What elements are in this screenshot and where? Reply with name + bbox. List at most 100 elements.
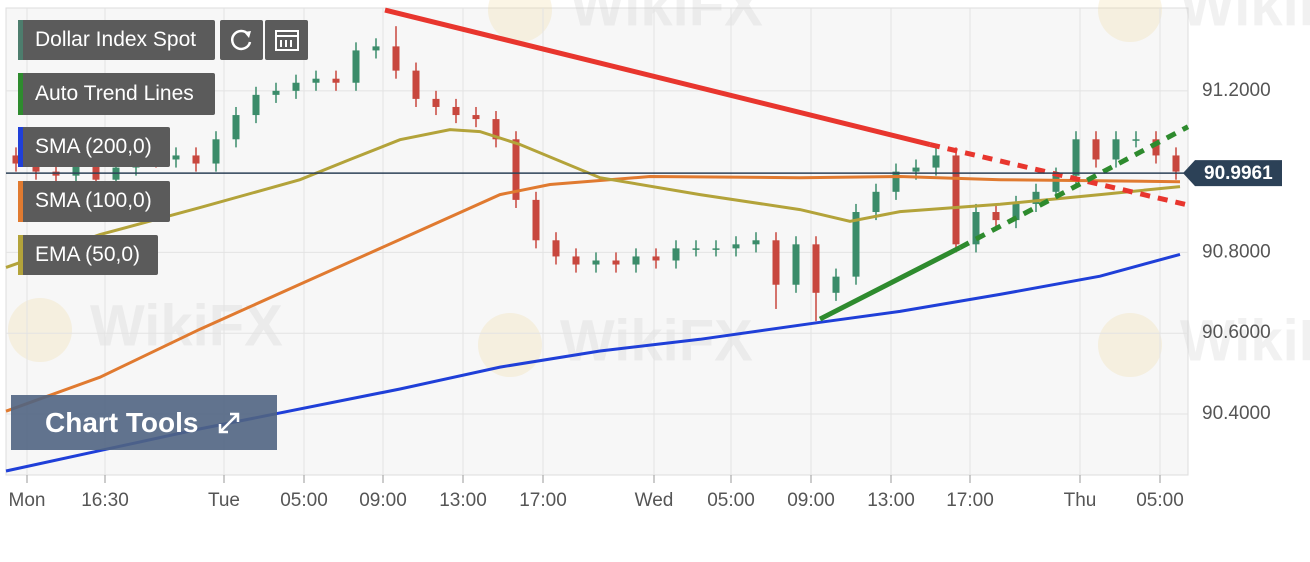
- candle-body: [892, 171, 900, 192]
- x-tick-label: 09:00: [787, 490, 835, 511]
- candle-body: [1152, 139, 1160, 156]
- candle-body: [372, 46, 380, 51]
- candle-body: [832, 276, 840, 293]
- candle-body: [672, 248, 680, 261]
- refresh-icon: [230, 29, 252, 51]
- color-bar: [18, 181, 23, 222]
- candle-body: [212, 139, 220, 164]
- calendar-button[interactable]: [265, 20, 308, 60]
- x-tick-label: Mon: [9, 490, 46, 511]
- color-bar: [18, 20, 23, 60]
- candle-body: [312, 78, 320, 83]
- candle-body: [932, 155, 940, 168]
- watermark: WikiFX: [90, 293, 283, 358]
- candle-body: [952, 155, 960, 245]
- candle-body: [992, 212, 1000, 221]
- trend-line: [818, 245, 962, 322]
- price-label: 90.9961: [1204, 163, 1273, 184]
- candle-body: [772, 240, 780, 285]
- x-tick-label: 05:00: [280, 490, 328, 511]
- candle-body: [612, 260, 620, 265]
- candle-body: [1052, 175, 1060, 192]
- trend-line: [929, 142, 1186, 207]
- candle-body: [1172, 155, 1180, 172]
- color-bar: [18, 235, 23, 275]
- candle-body: [632, 256, 640, 265]
- x-tick-label: 17:00: [946, 490, 994, 511]
- candle-body: [1112, 139, 1120, 160]
- trend-lines-label: Auto Trend Lines: [35, 82, 194, 105]
- candle-body: [1132, 139, 1140, 141]
- ma-line: [5, 174, 1181, 413]
- legend-button[interactable]: SMA (200,0): [18, 127, 170, 167]
- watermark: WikiFX: [1180, 308, 1310, 373]
- watermark-logo: [1098, 0, 1162, 42]
- candle-body: [32, 163, 40, 172]
- watermark-logo: [1098, 313, 1162, 377]
- ma-line: [5, 252, 1181, 473]
- trend-lines-button[interactable]: Auto Trend Lines: [18, 73, 215, 115]
- candle-body: [732, 244, 740, 249]
- candle-body: [92, 163, 100, 180]
- expand-icon: [218, 412, 240, 434]
- candle-body: [352, 50, 360, 83]
- candle-body: [292, 82, 300, 91]
- candle-body: [972, 212, 980, 245]
- candle-body: [272, 90, 280, 95]
- candle-body: [232, 115, 240, 140]
- refresh-button[interactable]: [220, 20, 263, 60]
- candle-body: [252, 94, 260, 116]
- candle-body: [412, 70, 420, 99]
- legend-button[interactable]: EMA (50,0): [18, 235, 158, 275]
- x-tick-label: 16:30: [81, 490, 129, 511]
- legend-label: SMA (200,0): [35, 135, 152, 158]
- candle-body: [332, 78, 340, 83]
- candle-body: [392, 46, 400, 71]
- x-tick-label: Tue: [208, 490, 240, 511]
- candle-body: [452, 106, 460, 116]
- candle-body: [472, 115, 480, 120]
- candle-body: [432, 98, 440, 107]
- chart-tools-button[interactable]: Chart Tools: [11, 395, 277, 450]
- candle-body: [172, 155, 180, 160]
- price-tag: [1183, 160, 1282, 187]
- trend-line: [384, 7, 931, 147]
- candle-body: [552, 240, 560, 257]
- legend-label: SMA (100,0): [35, 189, 152, 212]
- candle-body: [1032, 191, 1040, 204]
- legend-button[interactable]: SMA (100,0): [18, 181, 170, 222]
- ma-line: [5, 128, 1181, 269]
- candle-body: [752, 240, 760, 245]
- chart-tools-label: Chart Tools: [45, 407, 199, 438]
- y-tick-label: 90.8000: [1202, 241, 1271, 262]
- x-tick-label: Wed: [635, 490, 674, 511]
- candle-body: [792, 244, 800, 285]
- symbol-button[interactable]: Dollar Index Spot: [18, 20, 215, 60]
- x-tick-label: 13:00: [867, 490, 915, 511]
- y-tick-label: 91.2000: [1202, 80, 1271, 101]
- candle-body: [532, 199, 540, 241]
- candle-body: [912, 167, 920, 172]
- candle-body: [192, 155, 200, 164]
- candle-body: [812, 244, 820, 293]
- candle-body: [652, 256, 660, 261]
- watermark: WikiFX: [560, 308, 753, 373]
- watermark-logo: [8, 298, 72, 362]
- y-tick-label: 90.6000: [1202, 322, 1271, 343]
- candle-body: [1012, 203, 1020, 221]
- x-tick-label: 05:00: [1136, 490, 1184, 511]
- color-bar: [18, 127, 23, 167]
- candle-body: [12, 155, 20, 164]
- candle-body: [512, 139, 520, 200]
- candle-body: [592, 260, 600, 265]
- calendar-icon: [275, 30, 299, 51]
- trend-line: [958, 124, 1190, 250]
- candle-body: [852, 212, 860, 277]
- symbol-label: Dollar Index Spot: [35, 28, 197, 51]
- x-tick-label: 05:00: [707, 490, 755, 511]
- candle-body: [692, 248, 700, 250]
- legend-label: EMA (50,0): [35, 243, 141, 266]
- watermark-logo: [488, 0, 552, 42]
- x-tick-label: 17:00: [519, 490, 567, 511]
